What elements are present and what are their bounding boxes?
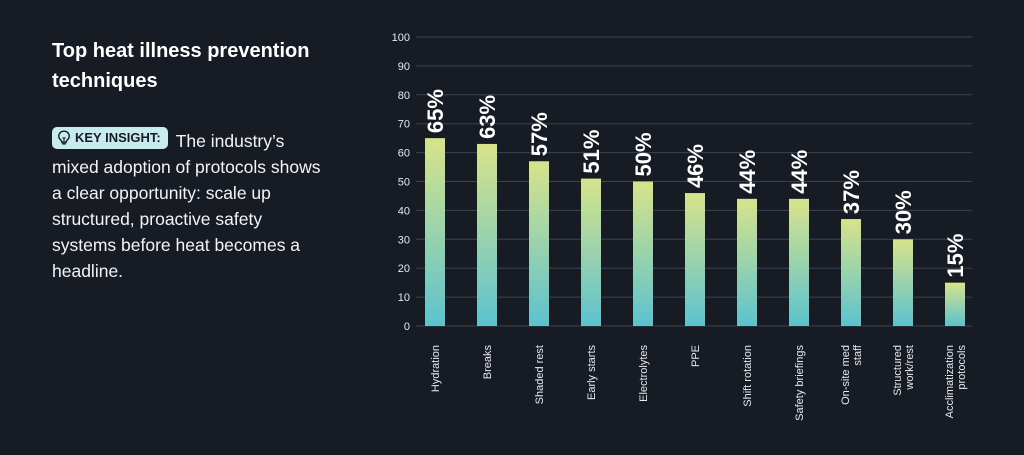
category-label: Electrolytes (638, 345, 650, 402)
category-label: Acclimatization protocols (944, 345, 968, 419)
bar (893, 239, 913, 326)
y-tick-label: 20 (398, 263, 410, 275)
y-tick-label: 40 (398, 205, 410, 217)
data-label: 30% (891, 190, 916, 234)
category-label-line: Safety briefings (794, 345, 806, 421)
bar (529, 161, 549, 326)
bar (425, 138, 445, 326)
bar (789, 198, 809, 326)
data-label: 44% (735, 150, 760, 194)
bars (425, 138, 965, 326)
key-insight-label: KEY INSIGHT: (75, 130, 161, 145)
y-tick-label: 70 (398, 119, 410, 131)
data-label: 57% (527, 112, 552, 156)
bar (477, 143, 497, 326)
category-label-line: staff (852, 344, 864, 366)
category-label-line: Early starts (586, 345, 598, 401)
key-insight-badge: KEY INSIGHT: (52, 127, 168, 149)
data-label: 63% (475, 95, 500, 139)
category-label-line: Electrolytes (638, 345, 650, 402)
x-axis: Hydration Breaks Shaded rest Early starts El… (430, 344, 968, 421)
category-label-line: Shaded rest (534, 345, 546, 404)
category-label: Shaded rest (534, 345, 546, 404)
bar (841, 219, 861, 326)
bar (737, 198, 757, 326)
category-label: Hydration (430, 345, 442, 392)
y-tick-label: 90 (398, 61, 410, 73)
lightbulb-icon (57, 130, 71, 146)
category-label: PPE (690, 345, 702, 367)
key-insight: KEY INSIGHT: The industry’s mixed adopti… (52, 127, 327, 284)
data-label: 15% (943, 234, 968, 278)
chart-title: Top heat illness prevention techniques (52, 40, 310, 92)
data-label: 51% (579, 130, 604, 174)
bar (945, 282, 965, 326)
y-tick-label: 30 (398, 234, 410, 246)
category-label: Shift rotation (742, 345, 754, 407)
bar (581, 178, 601, 326)
category-label: Structured work/rest (892, 345, 916, 396)
data-label: 37% (839, 170, 864, 214)
category-label-line: PPE (690, 345, 702, 367)
category-label-line: On-site med (840, 345, 852, 405)
data-label: 65% (423, 89, 448, 133)
y-axis: 0 10 20 30 40 50 60 70 80 90 100 (392, 32, 410, 333)
category-label: Early starts (586, 345, 598, 401)
data-label: 46% (683, 144, 708, 188)
data-labels: 65% 63% 57% 51% 50% 46% 44% 44% 37% 30% 15% (423, 89, 968, 278)
key-insight-text: The industry’s mixed adoption of protoco… (52, 131, 321, 281)
bar (633, 181, 653, 326)
category-label: Breaks (482, 345, 494, 380)
bar (685, 193, 705, 326)
data-label: 50% (631, 132, 656, 176)
data-label: 44% (787, 150, 812, 194)
category-label-line: protocols (956, 345, 968, 390)
category-label-line: work/rest (904, 345, 916, 391)
y-tick-label: 80 (398, 90, 410, 102)
category-label-line: Structured (892, 345, 904, 396)
y-tick-label: 50 (398, 177, 410, 189)
y-tick-label: 60 (398, 148, 410, 160)
category-label-line: Hydration (430, 345, 442, 392)
category-label-line: Shift rotation (742, 345, 754, 407)
y-tick-label: 100 (392, 32, 410, 44)
y-tick-label: 0 (404, 321, 410, 333)
category-label: Safety briefings (794, 345, 806, 421)
category-label: On-site med staff (840, 344, 864, 405)
y-tick-label: 10 (398, 292, 410, 304)
category-label-line: Breaks (482, 345, 494, 380)
category-label-line: Acclimatization (944, 345, 956, 418)
